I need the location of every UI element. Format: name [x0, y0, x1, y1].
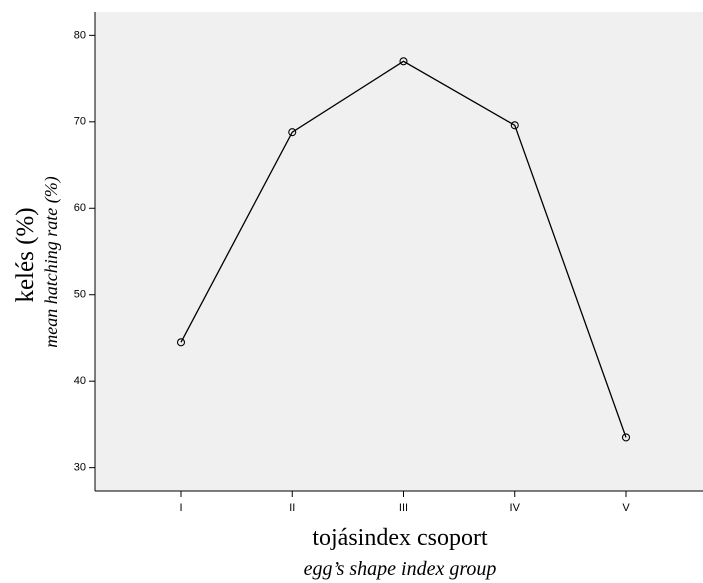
y-tick-label: 60 — [74, 202, 86, 214]
data-point — [621, 433, 631, 442]
plot-area — [95, 12, 703, 491]
y-axis-title: kelés (%) — [12, 207, 39, 302]
y-tick-label: 50 — [74, 289, 86, 301]
x-axis-title: tojásindex csoport — [312, 525, 488, 551]
x-tick-label: III — [399, 502, 408, 514]
data-point — [176, 338, 186, 347]
y-axis-subtitle: mean hatching rate (%) — [41, 176, 62, 347]
x-tick-label: V — [622, 502, 630, 514]
series-line — [180, 60, 627, 438]
x-axis-subtitle: egg’s shape index group — [304, 558, 497, 580]
y-tick-label: 70 — [74, 116, 86, 128]
data-point — [399, 57, 408, 66]
x-tick-label: IV — [510, 502, 521, 514]
y-tick-label: 30 — [74, 462, 86, 474]
data-point — [288, 128, 297, 137]
x-tick-label: I — [179, 502, 182, 514]
y-tick-label: 40 — [74, 375, 86, 387]
x-tick-label: II — [289, 502, 295, 514]
data-point — [510, 121, 519, 130]
y-tick-label: 80 — [74, 29, 86, 41]
